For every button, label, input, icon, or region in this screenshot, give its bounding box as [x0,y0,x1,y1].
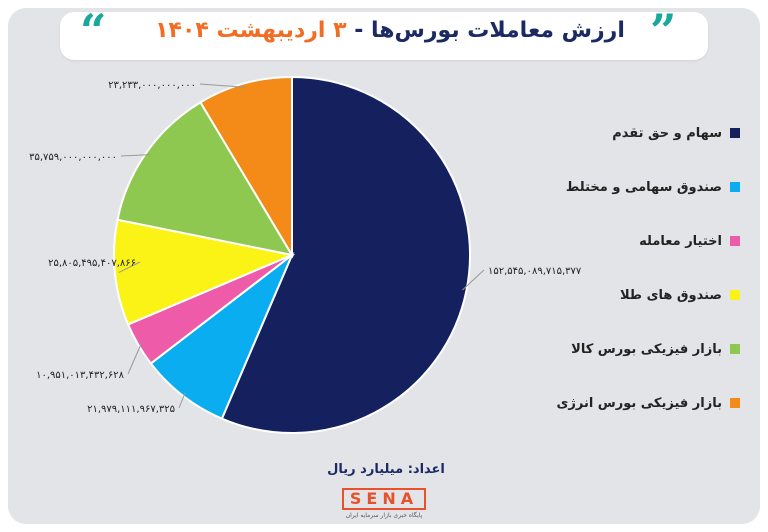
legend-label: سهام و حق تقدم [612,125,722,141]
data-label: ۲۳,۲۳۳,۰۰۰,۰۰۰,۰۰۰ [108,80,196,91]
pie-slice [113,218,296,326]
data-label: ۲۱,۹۷۹,۱۱۱,۹۶۷,۳۲۵ [87,404,175,415]
leader-line [178,392,186,409]
pie-slice [220,75,471,434]
data-label: ۱۵۲,۵۴۵,۰۸۹,۷۱۵,۳۷۷ [488,266,582,277]
legend-swatch [730,128,740,138]
legend-swatch [730,236,740,246]
legend-label: اختیار معامله [639,233,722,249]
pie-slice [149,251,295,420]
legend-label: بازار فیزیکی بورس کالا [571,341,722,357]
leader-line [199,83,246,88]
logo-wordmark: SENA [341,488,427,510]
unit-note: اعداد: میلیارد ریال [327,462,445,477]
leader-line [120,154,150,157]
legend-label: صندوق های طلا [619,287,722,303]
logo-subtitle: پایگاه خبری بازار سرمایه ایران [345,512,423,519]
page-title: ارزش معاملات بورس‌ها - ۳ اردیبهشت ۱۴۰۴ [150,18,630,43]
quote-open-icon: “ [80,4,107,58]
leader-line [118,261,141,273]
sena-logo: SENA پایگاه خبری بازار سرمایه ایران [334,488,434,522]
legend-swatch [730,344,740,354]
legend-item: صندوق سهامی و مختلط [566,174,740,200]
title-banner [60,12,708,60]
legend-swatch [730,290,740,300]
data-label: ۱۰,۹۵۱,۰۱۳,۴۳۲,۶۲۸ [36,370,125,381]
data-label: ۳۵,۷۵۹,۰۰۰,۰۰۰,۰۰۰ [29,152,117,163]
legend-item: اختیار معامله [570,228,740,254]
leader-line [462,269,485,291]
legend: سهام و حق تقدم صندوق سهامی و مختلط اختیار … [556,120,740,444]
leader-line [127,342,143,375]
legend-label: بازار فیزیکی بورس انرژی [556,395,722,411]
legend-item: بازار فیزیکی بورس کالا [570,336,740,362]
legend-swatch [730,398,740,408]
legend-swatch [730,182,740,192]
pie-slice [199,75,293,259]
legend-item: سهام و حق تقدم [570,120,740,146]
pie-slice [116,100,295,257]
data-label: ۲۵,۸۰۵,۴۹۵,۴۰۷,۸۶۶ [48,258,136,269]
data-labels: ۱۵۲,۵۴۵,۰۸۹,۷۱۵,۳۷۷ ۲۱,۹۷۹,۱۱۱,۹۶۷,۳۲۵ ۱۰,… [29,80,582,415]
legend-label: صندوق سهامی و مختلط [565,179,722,195]
leader-lines [118,83,485,409]
pie-slices [113,75,471,434]
quote-close-icon: ” [650,4,677,58]
legend-item: صندوق های طلا [570,282,740,308]
legend-item: بازار فیزیکی بورس انرژی [556,390,740,416]
title-date: ۳ اردیبهشت ۱۴۰۴ [155,18,347,43]
title-main: ارزش معاملات بورس‌ها - [346,18,625,43]
